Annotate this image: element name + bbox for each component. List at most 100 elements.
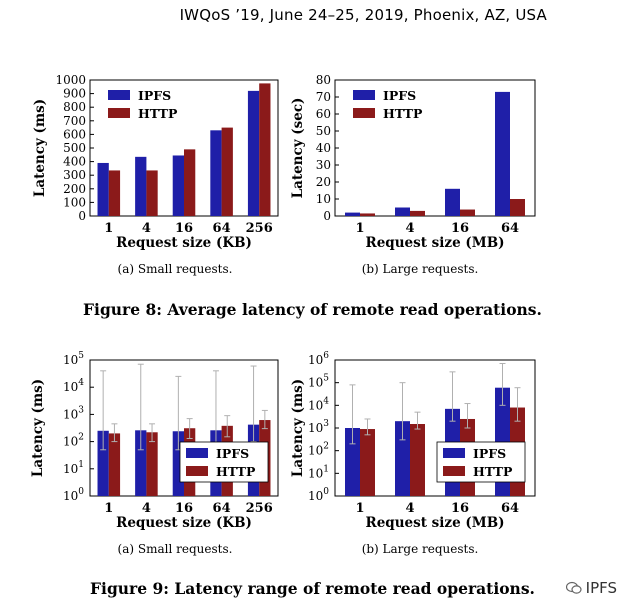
y-tick-label: 50 — [316, 124, 331, 138]
y-tick-label: 103 — [63, 405, 84, 421]
bar-http — [360, 213, 375, 216]
legend-swatch-http — [186, 466, 208, 476]
x-tick-label: 1 — [104, 501, 113, 516]
legend-label-http: HTTP — [383, 106, 423, 121]
y-tick-label: 200 — [63, 182, 86, 196]
bar-http — [108, 433, 121, 496]
x-tick-label: 4 — [405, 221, 414, 236]
y-tick-label: 105 — [63, 351, 84, 367]
bar-http — [221, 127, 233, 216]
x-tick-label: 64 — [213, 221, 231, 236]
y-axis-label: Latency (ms) — [30, 379, 46, 477]
legend-swatch-http — [443, 466, 465, 476]
y-tick-label: 20 — [316, 175, 331, 189]
x-tick-label: 256 — [246, 221, 273, 236]
bar-ipfs — [247, 90, 260, 216]
y-tick-label: 400 — [63, 155, 86, 169]
legend-label-http: HTTP — [216, 464, 256, 479]
y-tick-label: 100 — [63, 487, 84, 503]
legend-swatch-ipfs — [186, 448, 208, 458]
y-tick-label: 101 — [63, 460, 84, 476]
bar-http — [184, 149, 196, 216]
caption-fig8-a: (a) Small requests. — [117, 262, 233, 276]
bar-ipfs — [395, 421, 410, 496]
y-tick-label: 900 — [63, 87, 86, 101]
watermark: IPFS — [565, 579, 617, 597]
x-tick-label: 16 — [451, 501, 469, 516]
y-tick-label: 300 — [63, 168, 86, 182]
bar-http — [410, 424, 425, 496]
y-tick-label: 104 — [308, 396, 329, 412]
y-tick-label: 500 — [63, 141, 86, 155]
x-axis-label: Request size (KB) — [116, 515, 252, 531]
y-tick-label: 102 — [308, 442, 329, 458]
bar-ipfs — [135, 430, 147, 496]
y-tick-label: 600 — [63, 127, 86, 141]
legend-swatch-ipfs — [108, 90, 130, 100]
x-tick-label: 16 — [175, 221, 193, 236]
bar-http — [146, 170, 158, 216]
watermark-text: IPFS — [585, 579, 617, 597]
wechat-logo-icon — [565, 581, 582, 594]
legend-swatch-ipfs — [353, 90, 375, 100]
y-tick-label: 700 — [63, 114, 86, 128]
figure-9-caption: Figure 9: Latency range of remote read o… — [90, 579, 535, 598]
bar-ipfs — [345, 212, 360, 216]
x-tick-label: 256 — [246, 501, 273, 516]
x-axis-label: Request size (KB) — [116, 235, 252, 251]
bar-ipfs — [97, 430, 109, 496]
bar-ipfs — [210, 130, 222, 216]
x-tick-label: 16 — [175, 501, 193, 516]
y-tick-label: 102 — [63, 433, 84, 449]
caption-fig9-a: (a) Small requests. — [117, 542, 233, 556]
y-tick-label: 1000 — [55, 73, 86, 87]
y-tick-label: 106 — [308, 351, 329, 367]
x-tick-label: 64 — [501, 221, 519, 236]
y-tick-label: 10 — [316, 192, 331, 206]
bar-ipfs — [495, 91, 510, 216]
legend-swatch-http — [108, 108, 130, 118]
caption-fig9-b: (b) Large requests. — [361, 542, 479, 556]
y-tick-label: 80 — [316, 73, 331, 87]
bar-http — [460, 209, 475, 216]
x-tick-label: 1 — [355, 501, 364, 516]
y-tick-label: 100 — [308, 487, 329, 503]
bar-http — [108, 170, 121, 216]
bar-ipfs — [135, 156, 147, 216]
x-tick-label: 1 — [104, 221, 113, 236]
bar-http — [510, 199, 525, 216]
legend-label-ipfs: IPFS — [216, 446, 249, 461]
x-tick-label: 64 — [213, 501, 231, 516]
y-tick-label: 105 — [308, 374, 329, 390]
x-tick-label: 4 — [142, 221, 151, 236]
y-axis-label: Latency (ms) — [32, 99, 48, 197]
y-tick-label: 100 — [63, 195, 86, 209]
bar-http — [259, 83, 271, 217]
y-tick-label: 104 — [63, 378, 84, 394]
y-tick-label: 0 — [78, 209, 86, 223]
y-tick-label: 0 — [323, 209, 331, 223]
x-tick-label: 4 — [405, 501, 414, 516]
bar-ipfs — [172, 155, 184, 216]
figure-8-caption: Figure 8: Average latency of remote read… — [83, 300, 542, 319]
y-tick-label: 60 — [316, 107, 331, 121]
bar-http — [146, 432, 158, 496]
bar-http — [410, 210, 425, 216]
x-tick-label: 1 — [355, 221, 364, 236]
y-tick-label: 30 — [316, 158, 331, 172]
bar-ipfs — [345, 428, 360, 496]
y-axis-label: Latency (ms) — [290, 379, 306, 477]
y-tick-label: 103 — [308, 419, 329, 435]
y-tick-label: 101 — [308, 464, 329, 480]
y-axis-label: Latency (sec) — [290, 98, 306, 199]
page-header: IWQoS ’19, June 24–25, 2019, Phoenix, AZ… — [179, 6, 547, 24]
legend-swatch-http — [353, 108, 375, 118]
legend-label-ipfs: IPFS — [473, 446, 506, 461]
x-axis-label: Request size (MB) — [365, 515, 504, 531]
bar-ipfs — [395, 207, 410, 216]
bar-ipfs — [97, 162, 109, 216]
